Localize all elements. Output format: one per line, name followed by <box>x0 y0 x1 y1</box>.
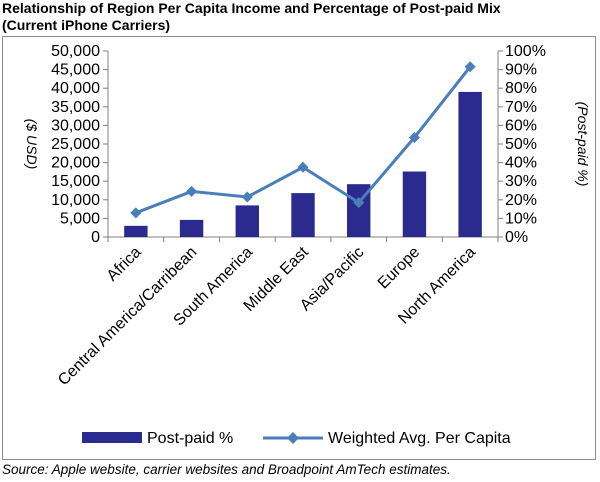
right-tick-label: 80% <box>505 80 537 97</box>
right-tick-label: 70% <box>505 99 537 116</box>
left-tick-label: 5,000 <box>60 210 100 227</box>
chart-frame <box>2 36 596 460</box>
line-point-4 <box>297 161 309 173</box>
legend-marker-line <box>287 432 299 444</box>
left-tick-label: 50,000 <box>51 43 100 60</box>
left-tick-label: 10,000 <box>51 192 100 209</box>
legend-label-bars: Post-paid % <box>147 430 233 447</box>
line-point-3 <box>241 191 253 203</box>
right-tick-label: 30% <box>505 173 537 190</box>
left-tick-label: 35,000 <box>51 99 100 116</box>
chart-title-line-2: (Current iPhone Carriers) <box>2 17 171 33</box>
bar-1 <box>124 225 148 237</box>
right-tick-label: 20% <box>505 192 537 209</box>
left-tick-label: 20,000 <box>51 155 100 172</box>
chart-title: Relationship of Region Per Capita Income… <box>2 0 598 34</box>
right-tick-label: 10% <box>505 210 537 227</box>
line-point-6 <box>408 131 420 143</box>
right-tick-label: 60% <box>505 117 537 134</box>
category-label: Africa <box>104 244 145 285</box>
right-tick-label: 0% <box>505 229 528 246</box>
chart-title-line-1: Relationship of Region Per Capita Income… <box>2 0 501 16</box>
left-tick-label: 30,000 <box>51 117 100 134</box>
right-tick-label: 40% <box>505 155 537 172</box>
left-tick-label: 0 <box>91 229 100 246</box>
right-tick-label: 90% <box>505 62 537 79</box>
left-tick-label: 40,000 <box>51 80 100 97</box>
bar-3 <box>235 205 259 237</box>
right-axis-title: (Post-paid %) <box>575 102 591 187</box>
right-tick-label: 50% <box>505 136 537 153</box>
left-tick-label: 25,000 <box>51 136 100 153</box>
legend-swatch-bars <box>82 432 142 443</box>
bar-2 <box>179 219 204 237</box>
right-tick-label: 100% <box>505 43 546 60</box>
line-point-5 <box>353 197 365 209</box>
line-point-7 <box>464 61 476 73</box>
line-point-2 <box>186 185 198 197</box>
left-axis-title: ($ USD) <box>24 119 40 170</box>
bar-6 <box>402 171 427 237</box>
category-label: Europe <box>375 244 424 293</box>
bar-7 <box>458 91 482 237</box>
left-tick-label: 15,000 <box>51 173 100 190</box>
legend-label-line: Weighted Avg. Per Capita <box>328 430 511 447</box>
left-tick-label: 45,000 <box>51 62 100 79</box>
source-note: Source: Apple website, carrier websites … <box>2 462 451 477</box>
bar-4 <box>291 193 315 237</box>
line-point-1 <box>130 207 142 219</box>
